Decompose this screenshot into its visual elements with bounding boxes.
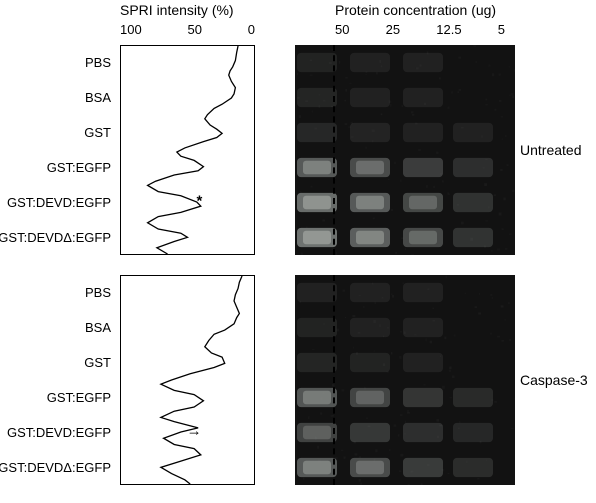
rowlabels-top: PBS BSA GST GST:EGFP GST:DEVD:EGFP GST:D…	[0, 45, 115, 255]
treatment-label-top: Untreated	[520, 45, 581, 255]
gel-top	[295, 45, 515, 255]
header-protconc: Protein concentration (ug)	[335, 2, 496, 18]
panel-caspase3: PBS BSA GST GST:EGFP GST:DEVD:EGFP GST:D…	[0, 275, 596, 490]
panel-untreated: PBS BSA GST GST:EGFP GST:DEVD:EGFP GST:D…	[0, 45, 596, 260]
header-spri: SPRI intensity (%)	[120, 2, 234, 18]
axis-right-ticks: 50 25 12.5 5	[335, 22, 505, 37]
dashed-guide-top	[333, 45, 335, 255]
axis-left-ticks: 100 50 0	[120, 22, 255, 37]
spri-plot-bottom: →	[120, 275, 255, 485]
gel-bottom	[295, 275, 515, 485]
treatment-label-bottom: Caspase-3	[520, 275, 588, 485]
rowlabels-bottom: PBS BSA GST GST:EGFP GST:DEVD:EGFP GST:D…	[0, 275, 115, 485]
dashed-guide-bottom	[333, 275, 335, 485]
spri-plot-top: *	[120, 45, 255, 255]
